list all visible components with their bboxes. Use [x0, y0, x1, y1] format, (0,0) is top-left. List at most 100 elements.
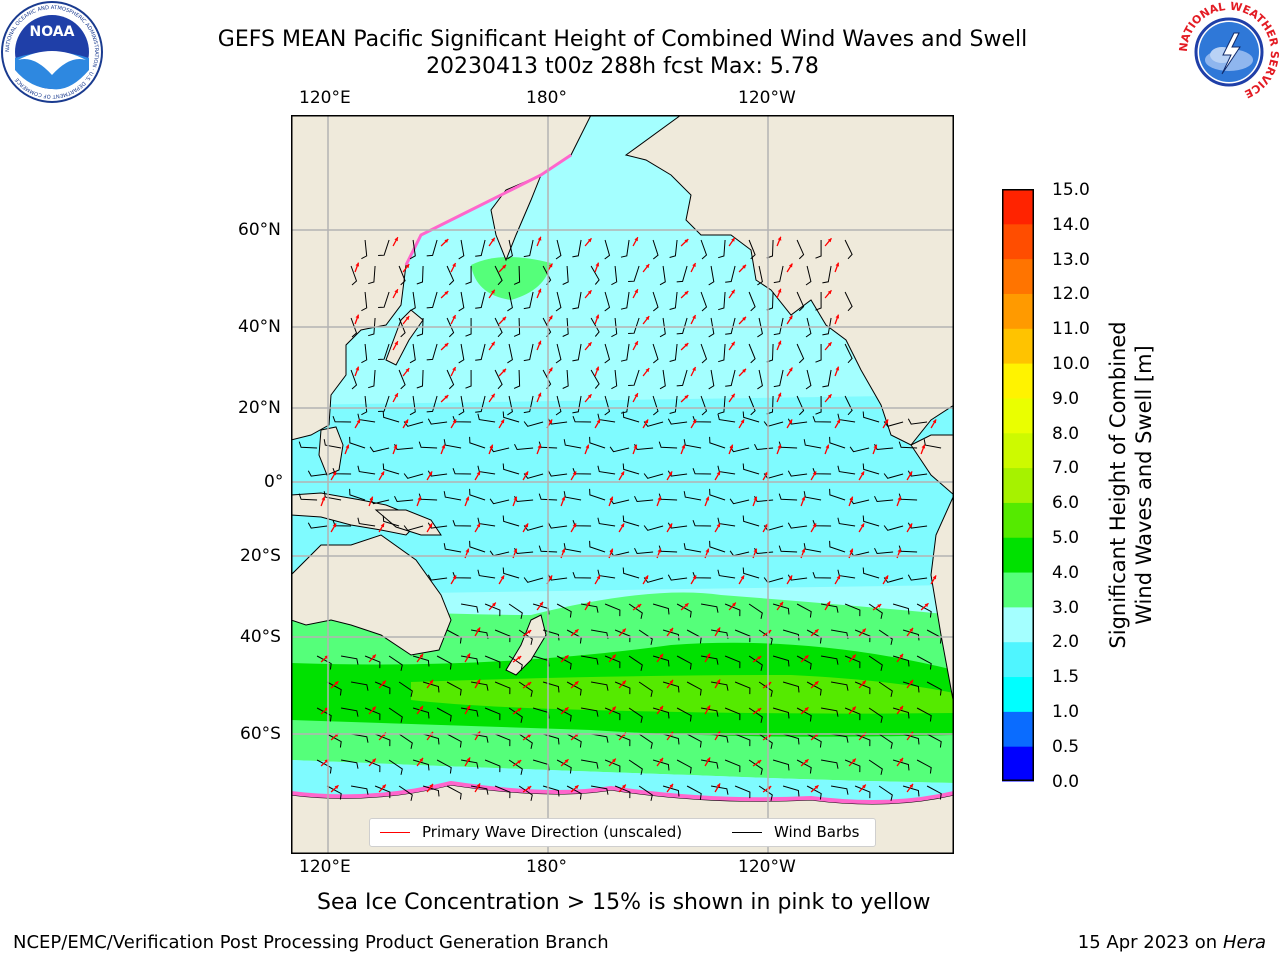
wind-barb	[416, 265, 424, 285]
wave-arrow-head	[465, 548, 470, 553]
wind-barb	[566, 733, 582, 748]
wind-barb	[916, 655, 932, 670]
colorbar	[1002, 189, 1034, 782]
wind-barb	[878, 629, 893, 645]
wind-barb	[638, 785, 653, 801]
wave-arrow-head	[380, 471, 385, 476]
wave-arrow-head	[476, 523, 481, 528]
wave-arrow-head	[706, 653, 711, 658]
wind-barb	[465, 369, 472, 389]
wind-barb	[507, 291, 513, 312]
wave-arrow-head	[595, 366, 600, 371]
wind-barb	[374, 681, 391, 695]
wind-barb	[676, 317, 688, 335]
wind-barb	[837, 517, 856, 527]
wave-arrow-head	[812, 523, 817, 528]
wave-arrow-head	[732, 602, 736, 607]
wind-barb	[718, 395, 726, 415]
wave-arrow-head	[742, 368, 746, 373]
wave-arrow-head	[394, 341, 398, 346]
wave-arrow-head	[622, 628, 626, 633]
wind-barb	[469, 436, 486, 449]
wind-barb	[700, 239, 708, 260]
wave-arrow-head	[827, 394, 832, 399]
wave-arrow-head	[444, 291, 449, 295]
wind-barb	[820, 603, 839, 613]
wind-barb	[628, 707, 643, 723]
wave-arrow-head	[777, 444, 782, 449]
wind-barb	[368, 265, 376, 285]
wind-barb	[409, 395, 416, 416]
wind-barb	[547, 470, 568, 477]
wave-arrow-head	[382, 784, 386, 789]
wind-barb	[854, 629, 871, 643]
wind-barb	[907, 418, 928, 425]
wind-barb	[837, 465, 856, 475]
wind-barb	[350, 369, 358, 390]
wave-arrow-head	[609, 548, 614, 553]
legend-barb-label: Wind Barbs	[774, 823, 860, 841]
wind-barb	[758, 629, 773, 645]
lat-tick-20n: 20°N	[238, 398, 281, 418]
wave-arrow-head	[489, 444, 494, 449]
wind-barb	[700, 395, 708, 416]
legend-wave-direction: Primary Wave Direction (unscaled)	[380, 823, 682, 841]
wave-arrow-head	[466, 705, 471, 710]
wave-arrow-head	[429, 679, 433, 684]
wind-barb	[572, 239, 582, 258]
wave-arrow-head	[877, 604, 882, 608]
wind-barb	[470, 681, 489, 691]
wind-barb	[772, 707, 790, 719]
wind-barb	[700, 291, 708, 312]
wind-barb	[782, 629, 800, 641]
wind-barb	[502, 567, 520, 579]
wind-barb	[634, 495, 654, 503]
wind-barb	[659, 317, 666, 338]
green-patch-north	[471, 256, 551, 300]
wind-barb	[422, 785, 440, 797]
wind-barb	[907, 574, 928, 581]
wind-barb	[748, 707, 763, 723]
wave-arrow-head	[321, 496, 326, 501]
wave-arrow-head	[716, 783, 721, 788]
wind-barb	[494, 317, 503, 338]
lon-tick-bottom-120w: 120°W	[738, 857, 796, 877]
colorbar-block	[1002, 258, 1034, 294]
legend-wave-line	[380, 831, 410, 833]
wind-barb	[805, 369, 812, 390]
wind-barb	[426, 291, 438, 309]
wind-barb	[374, 733, 391, 747]
wind-barb	[686, 681, 702, 696]
wave-arrow-head	[835, 262, 840, 267]
wind-barb	[597, 517, 616, 527]
wind-barb	[806, 733, 822, 748]
wind-barb	[572, 416, 592, 423]
wind-barb	[898, 441, 918, 449]
wave-arrow-head	[645, 368, 650, 373]
wave-arrow-head	[852, 654, 856, 659]
wave-arrow-head	[705, 496, 710, 501]
wave-arrow-head	[731, 393, 735, 398]
wave-arrow-head	[777, 236, 782, 241]
sea-ice-fringe-north	[404, 153, 572, 266]
wind-barb	[443, 543, 462, 553]
wind-barb	[796, 759, 812, 774]
wind-barb	[748, 603, 763, 619]
wind-barb	[470, 785, 489, 795]
wind-barb	[614, 681, 631, 695]
wind-barb	[700, 343, 708, 364]
wind-barb	[502, 515, 520, 527]
wind-barb	[556, 603, 572, 618]
wave-arrow-head	[932, 575, 937, 580]
wind-barb	[683, 439, 702, 449]
wave-arrow-head	[899, 757, 903, 762]
wind-barb	[862, 567, 880, 579]
wind-barb	[862, 411, 880, 423]
wind-barb	[708, 265, 715, 286]
wind-barb	[806, 681, 822, 696]
wind-barb	[676, 707, 692, 722]
wind-barb	[686, 733, 702, 748]
wind-barb	[340, 707, 359, 717]
wave-arrow-head	[491, 237, 495, 242]
wind-barb	[562, 265, 569, 285]
